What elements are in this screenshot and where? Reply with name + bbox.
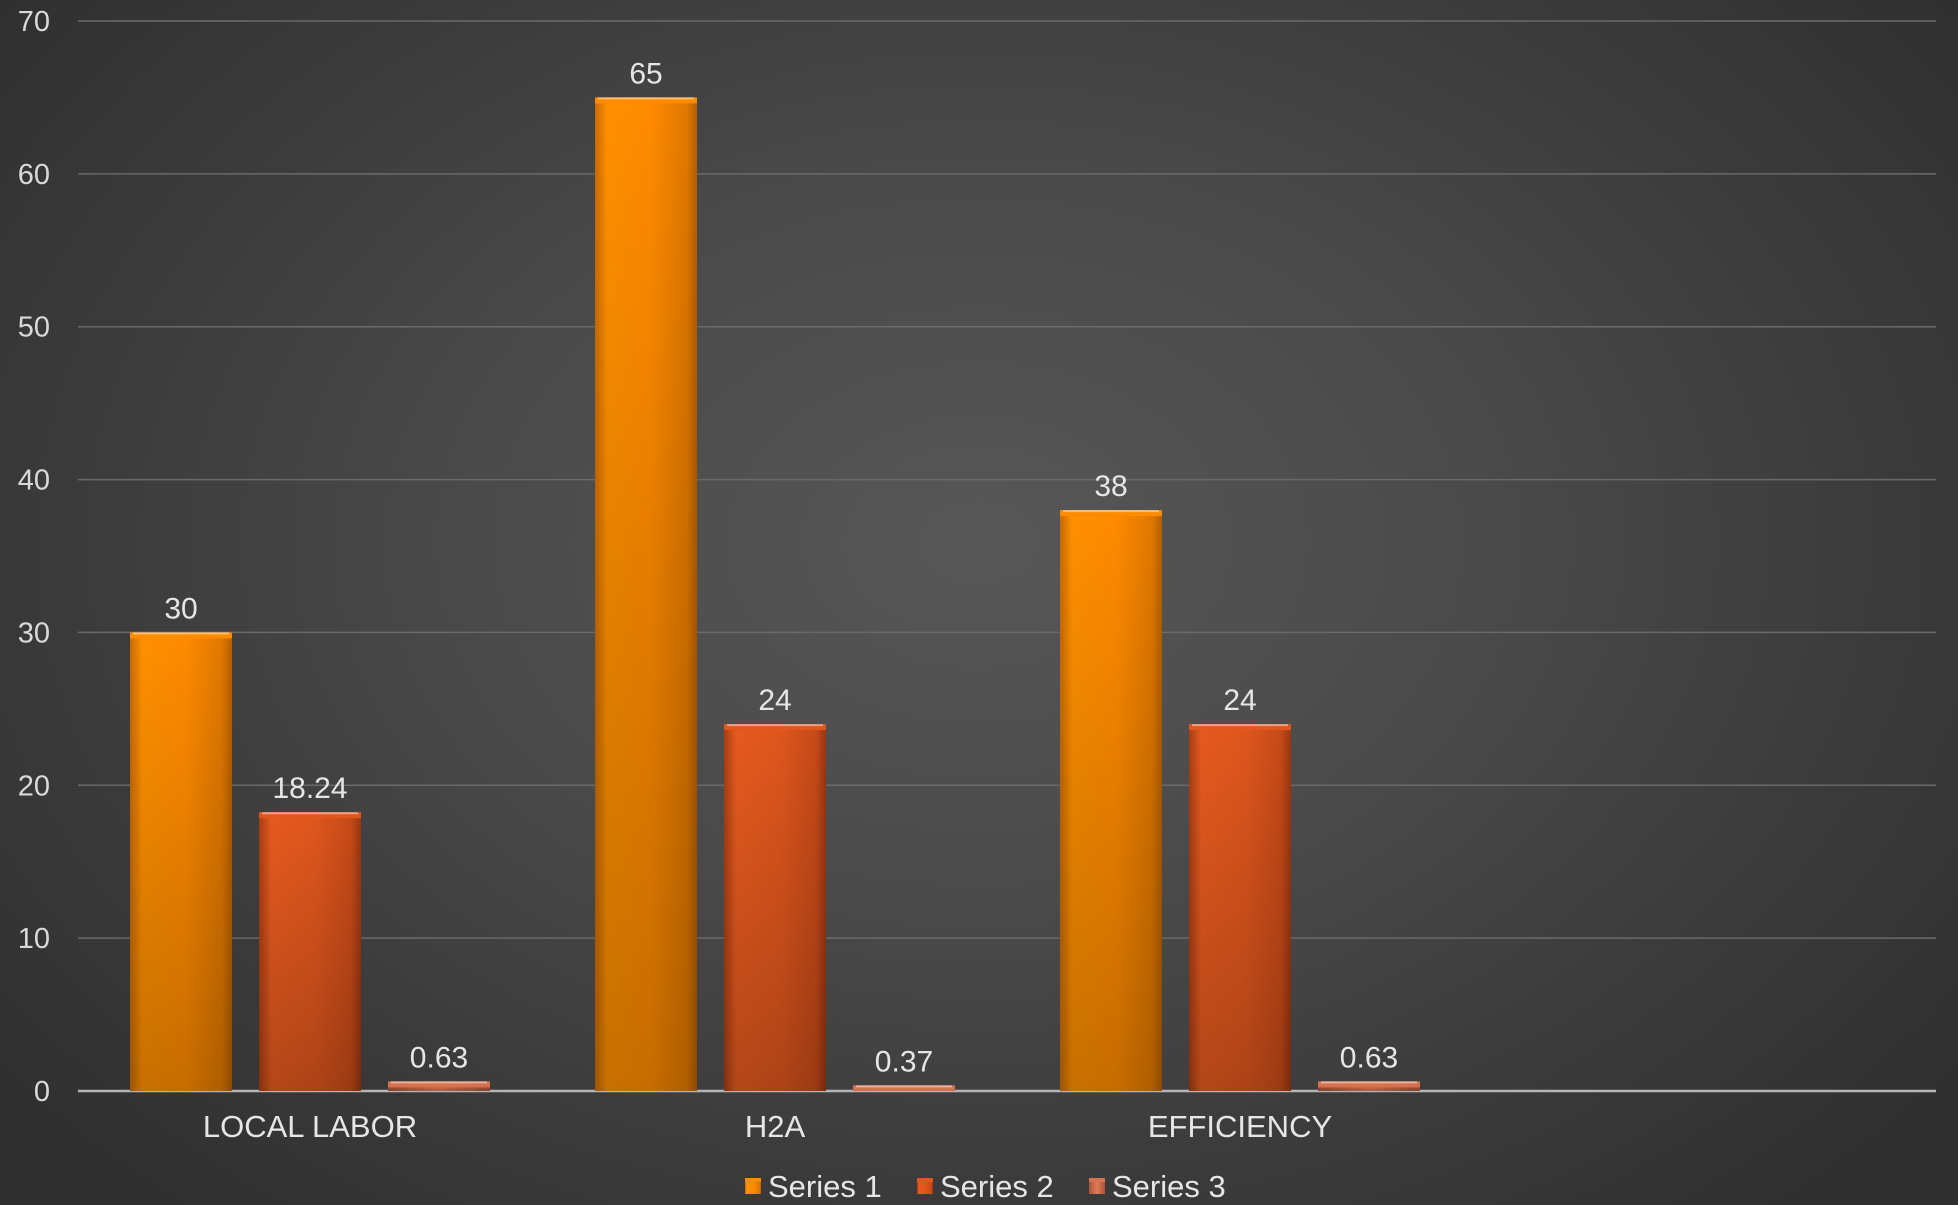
y-tick-label: 10: [18, 923, 50, 955]
data-label: 38: [1094, 470, 1127, 503]
y-tick-label: 50: [18, 312, 50, 344]
legend: Series 1 Series 2 Series 3: [745, 1169, 1226, 1204]
y-axis: 0 10 20 30 40 50 60 70: [18, 6, 50, 1108]
y-tick-label: 0: [34, 1076, 50, 1108]
y-tick-label: 60: [18, 159, 50, 191]
legend-label: Series 3: [1112, 1169, 1226, 1204]
category-label: LOCAL LABOR: [203, 1109, 417, 1144]
y-tick-label: 40: [18, 465, 50, 497]
bar-cap: [853, 1085, 955, 1091]
bar-1-2: [595, 97, 697, 1091]
legend-label: Series 2: [940, 1169, 1054, 1204]
legend-swatch-cap: [745, 1178, 761, 1182]
bar-cap: [388, 1081, 490, 1088]
bar-cap: [595, 97, 697, 104]
data-label: 24: [758, 684, 791, 717]
category-label: EFFICIENCY: [1148, 1109, 1332, 1144]
bar-2-3: [1189, 724, 1291, 1091]
legend-item: Series 2: [917, 1169, 1054, 1204]
legend-swatch-cap: [917, 1178, 933, 1182]
bar-cap: [1189, 724, 1291, 731]
bar-1-1: [130, 632, 232, 1091]
bar-cap: [1060, 510, 1162, 517]
data-label: 0.37: [875, 1045, 933, 1078]
bar-shade: [130, 632, 232, 1091]
bar-3-1: [388, 1081, 490, 1091]
bar-1-3: [1060, 510, 1162, 1092]
y-tick-label: 70: [18, 6, 50, 38]
category-label: H2A: [745, 1109, 806, 1144]
y-tick-label: 30: [18, 617, 50, 649]
bar-2-1: [259, 812, 361, 1091]
bar-shade: [259, 812, 361, 1091]
bar-shade: [1060, 510, 1162, 1092]
legend-label: Series 1: [768, 1169, 882, 1204]
bar-cap: [724, 724, 826, 731]
y-tick-label: 20: [18, 770, 50, 802]
bar-shade: [595, 97, 697, 1091]
gridlines: [78, 20, 1936, 1093]
data-label: 24: [1223, 684, 1256, 717]
legend-item: Series 1: [745, 1169, 882, 1204]
bar-2-2: [724, 724, 826, 1091]
bar-3-3: [1318, 1081, 1420, 1091]
bar-cap: [259, 812, 361, 819]
bar-cap: [1318, 1081, 1420, 1088]
data-label: 0.63: [410, 1041, 468, 1074]
data-label: 30: [164, 592, 197, 625]
x-axis: LOCAL LABOR H2A EFFICIENCY: [203, 1109, 1332, 1144]
bars: [130, 97, 1420, 1092]
data-label: 18.24: [272, 772, 347, 805]
bar-shade: [724, 724, 826, 1091]
bar-3-2: [853, 1085, 955, 1091]
data-label: 0.63: [1340, 1041, 1398, 1074]
data-labels: 30 18.24 0.63 65 24 0.37 38 24 0.63: [164, 57, 1398, 1078]
bar-cap: [130, 632, 232, 639]
data-label: 65: [629, 57, 662, 90]
bar-shade: [1189, 724, 1291, 1091]
legend-swatch-cap: [1089, 1178, 1105, 1182]
legend-item: Series 3: [1089, 1169, 1226, 1204]
